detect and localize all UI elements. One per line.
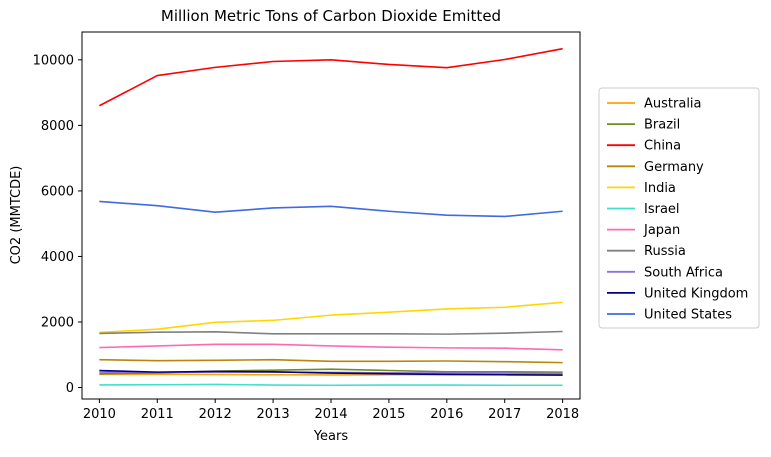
legend-label: Japan <box>643 223 680 238</box>
x-tick-label: 2012 <box>199 407 232 422</box>
series-line-india <box>99 301 563 334</box>
x-tick-label: 2014 <box>314 407 347 422</box>
legend-label: China <box>644 139 681 154</box>
series-line-united-states <box>99 200 563 218</box>
plot-frame <box>81 31 581 400</box>
x-tick-label: 2017 <box>488 407 521 422</box>
chart-title: Million Metric Tons of Carbon Dioxide Em… <box>161 7 501 25</box>
legend: Australia Brazil China Germany India Israel Ja… <box>598 87 760 329</box>
legend-label: Germany <box>644 160 704 175</box>
series-line-china <box>99 47 563 107</box>
x-axis-label: Years <box>313 429 349 444</box>
legend-label: India <box>644 181 676 196</box>
y-axis-ticks: 0 2000 4000 6000 8000 10000 <box>33 53 82 396</box>
series-line-japan <box>99 343 563 351</box>
y-tick-label: 10000 <box>33 53 74 68</box>
series-line-united-kingdom <box>99 369 563 376</box>
x-tick-label: 2018 <box>546 407 579 422</box>
x-tick-label: 2015 <box>372 407 405 422</box>
x-tick-label: 2013 <box>257 407 290 422</box>
legend-label: Brazil <box>644 118 680 133</box>
x-tick-label: 2016 <box>430 407 463 422</box>
y-tick-label: 2000 <box>41 315 74 330</box>
legend-box <box>598 87 760 329</box>
x-axis-ticks: 2010 2011 2012 2013 2014 2015 2016 2017 2018 <box>83 399 579 422</box>
y-tick-label: 8000 <box>41 119 74 134</box>
x-tick-label: 2010 <box>83 407 116 422</box>
series-line-russia <box>99 330 563 335</box>
legend-label: Australia <box>644 97 702 112</box>
y-tick-label: 6000 <box>41 184 74 199</box>
legend-label: United States <box>644 308 732 323</box>
legend-label: Israel <box>644 202 680 217</box>
series-line-israel <box>99 383 563 387</box>
legend-label: United Kingdom <box>644 286 748 301</box>
plot-lines <box>99 47 563 387</box>
legend-label: South Africa <box>644 265 723 280</box>
y-tick-label: 4000 <box>41 250 74 265</box>
y-axis-label: CO2 (MMTCDE) <box>9 166 24 265</box>
legend-label: Russia <box>644 244 686 259</box>
x-tick-label: 2011 <box>141 407 174 422</box>
series-line-germany <box>99 358 563 364</box>
y-tick-label: 0 <box>66 381 74 396</box>
